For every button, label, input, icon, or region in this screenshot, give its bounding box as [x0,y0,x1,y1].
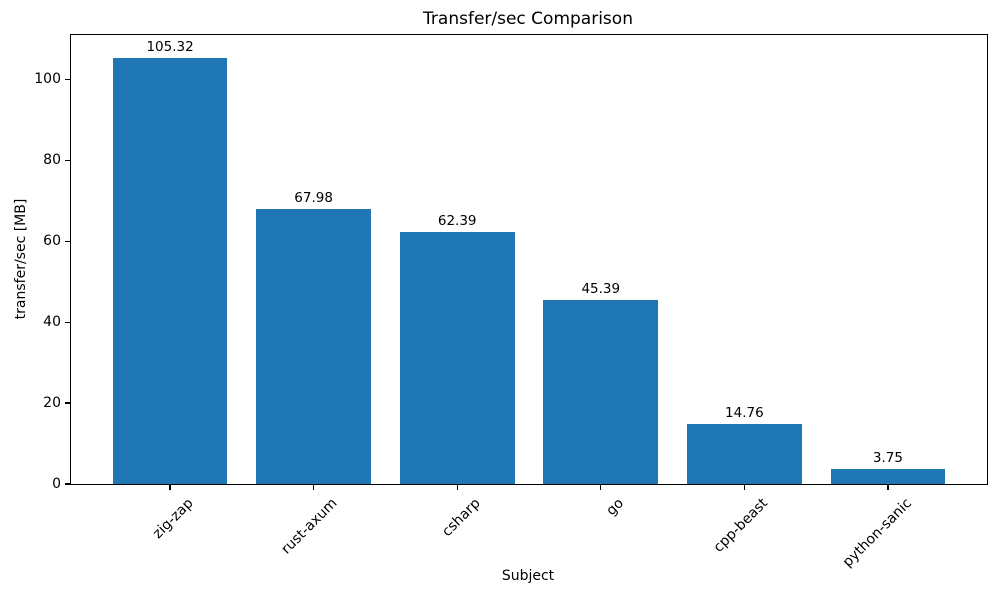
bar-value-label: 62.39 [437,212,477,229]
x-tick-label: cpp-beast [710,495,771,556]
bar-value-label: 45.39 [581,281,621,298]
y-axis-label: transfer/sec [MB] [13,198,29,320]
plot-area: 0 20 40 60 80 100 105.32 zig-zap 67.98 rust-axum 6… [34,34,988,571]
x-tick [313,485,315,490]
bar [686,424,802,484]
bar-value-label: 67.98 [294,190,333,207]
x-tick [743,485,745,490]
x-tick-label: python-sanic [839,495,915,571]
x-tick [887,485,889,490]
bar [830,468,946,484]
x-tick-label: rust-axum [278,495,341,558]
bar [399,231,515,484]
bar-value-label: 14.76 [725,405,764,422]
y-tick [65,402,70,404]
y-tick [65,240,70,242]
x-tick-label: zig-zap [150,495,197,542]
x-axis-label: Subject [501,568,555,584]
chart-title: Transfer/sec Comparison [423,9,633,29]
y-tick [65,483,70,485]
y-tick-label: 100 [34,71,61,88]
y-tick-label: 60 [43,233,61,250]
y-tick-label: 40 [43,314,61,331]
y-tick-label: 0 [52,476,61,492]
y-tick [65,321,70,323]
x-tick-label: go [603,495,628,519]
bar [543,300,659,484]
x-tick-label: csharp [439,495,484,540]
y-tick [65,78,70,81]
y-tick [65,159,70,161]
x-tick [600,485,602,490]
y-tick-label: 80 [43,152,61,169]
x-tick [456,485,458,490]
bar-value-label: 105.32 [146,38,194,55]
bar [256,209,372,484]
x-tick [169,485,171,490]
bar [112,57,228,484]
y-tick-label: 20 [43,395,61,412]
bar-value-label: 3.75 [872,449,903,466]
